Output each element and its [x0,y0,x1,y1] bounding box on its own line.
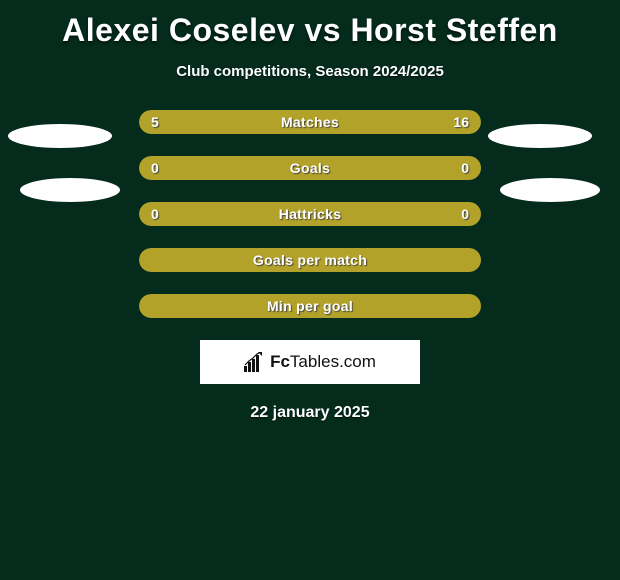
stat-label: Goals per match [139,248,481,272]
page-title: Alexei Coselev vs Horst Steffen [0,0,620,49]
snapshot-date: 22 january 2025 [0,404,620,422]
stat-row: Goals per match [139,248,481,272]
placeholder-ellipse [8,124,112,148]
fctables-icon [244,352,266,372]
stat-row: 00Hattricks [139,202,481,226]
stat-row: 516Matches [139,110,481,134]
logo-bold: Fc [270,352,290,371]
logo-suffix: .com [339,352,376,371]
placeholder-ellipse [488,124,592,148]
subtitle: Club competitions, Season 2024/2025 [0,63,620,80]
placeholder-ellipse [20,178,120,202]
stat-row: 00Goals [139,156,481,180]
stat-row: Min per goal [139,294,481,318]
stat-label: Goals [139,156,481,180]
stat-label: Min per goal [139,294,481,318]
logo-text: FcTables.com [270,352,376,372]
logo-rest: Tables [290,352,339,371]
stat-label: Matches [139,110,481,134]
player2-name: Horst Steffen [350,12,557,48]
player1-name: Alexei Coselev [62,12,295,48]
logo-box: FcTables.com [200,340,420,384]
comparison-chart: 516Matches 00Goals 00Hattricks Goals per ma… [139,110,481,318]
placeholder-ellipse [500,178,600,202]
stat-label: Hattricks [139,202,481,226]
vs-text: vs [304,12,341,48]
